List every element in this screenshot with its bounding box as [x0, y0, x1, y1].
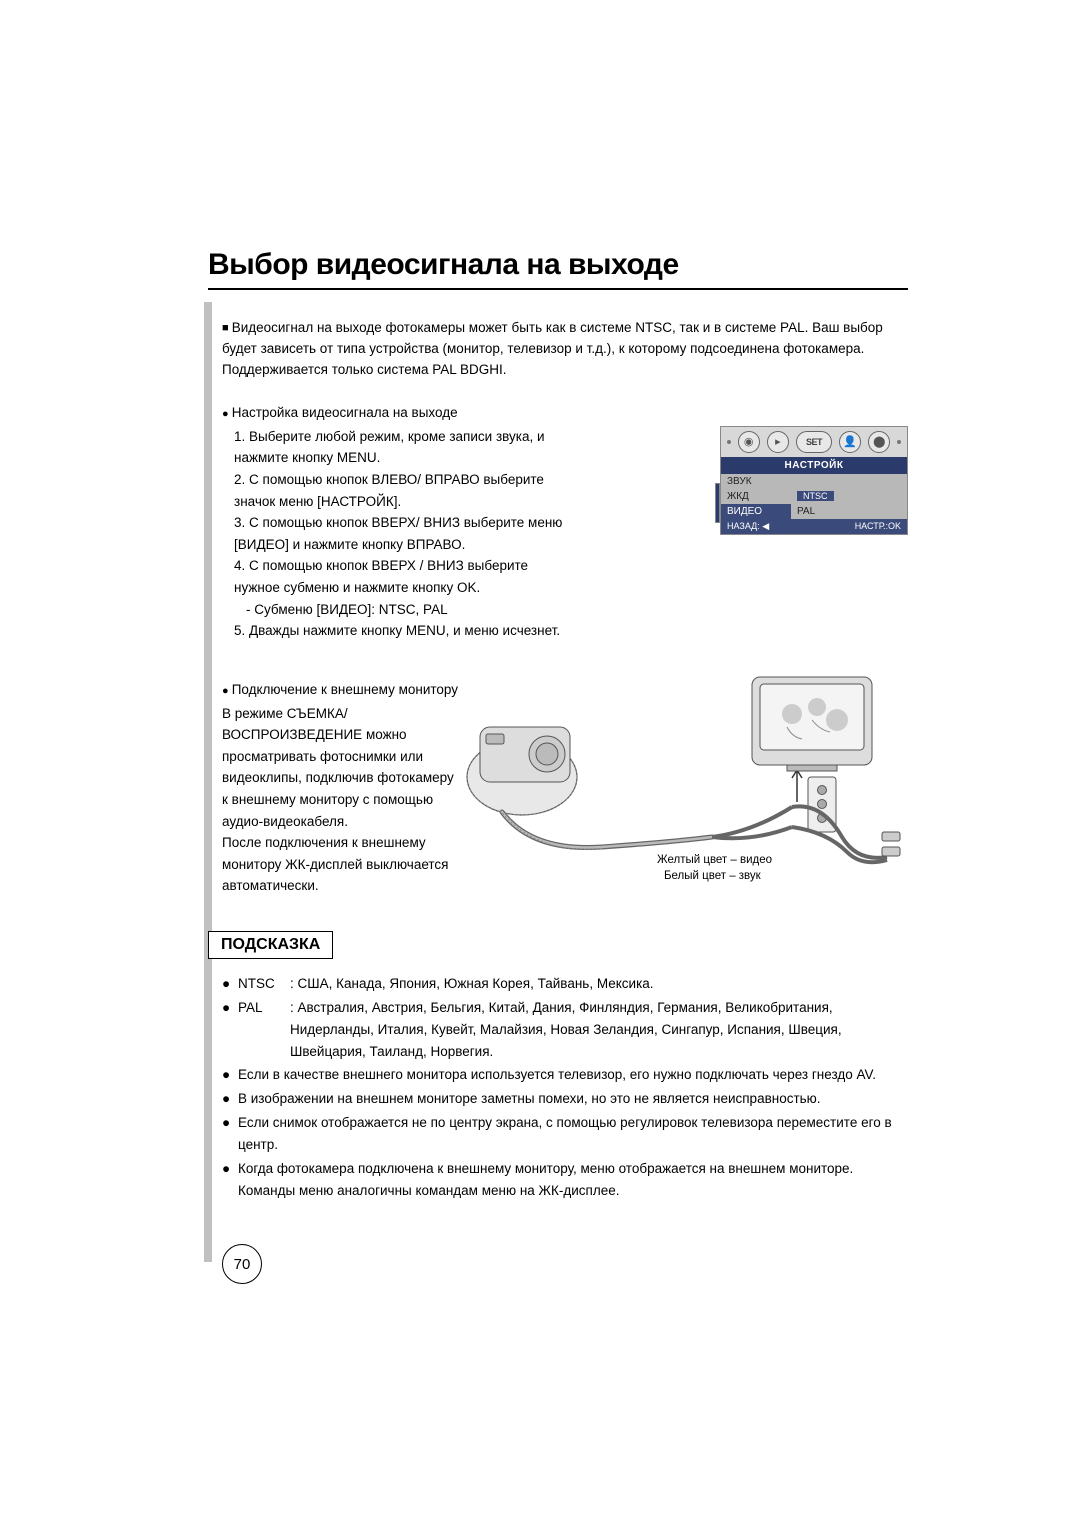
set-mode-icon: SET: [796, 431, 832, 453]
hint-list: ● NTSC : США, Канада, Япония, Южная Коре…: [222, 973, 908, 1202]
diagram-label-yellow: Желтый цвет – видео: [657, 852, 772, 868]
menu-header: НАСТРОЙК: [721, 457, 907, 474]
menu-row-sound: ЗВУК: [721, 474, 907, 489]
hint-pal-label: PAL: [238, 997, 290, 1063]
step-5: 5. Дважды нажмите кнопку MENU, и меню ис…: [234, 620, 574, 642]
title-wrap: Выбор видеосигнала на выходе: [208, 248, 908, 290]
connection-text: В режиме СЪЕМКА/ ВОСПРОИЗВЕДЕНИЕ можно п…: [222, 703, 462, 897]
connection-body2: После подключения к внешнему монитору ЖК…: [222, 835, 449, 893]
bullet-icon: ●: [222, 1158, 238, 1202]
menu-row-video: ВИДЕО PAL: [721, 504, 907, 519]
hint-text-4: В изображении на внешнем мониторе заметн…: [238, 1088, 908, 1110]
hint-ntsc-text: : США, Канада, Япония, Южная Корея, Тайв…: [290, 973, 908, 995]
menu-row-value: NTSC: [791, 489, 907, 504]
camera-menu-screenshot: ◉ ▸ SET 👤 ⬤ НАСТРОЙК ЗВУК ЖКД NTSC ВИДЕО…: [720, 426, 908, 535]
steps-block: 1. Выберите любой режим, кроме записи зв…: [208, 426, 908, 642]
hint-text-6: Когда фотокамера подключена к внешнему м…: [238, 1158, 908, 1202]
dot-icon: [897, 440, 901, 444]
hint-ntsc-label: NTSC: [238, 973, 290, 995]
bullet-icon: ●: [222, 1064, 238, 1086]
hint-row-6: ● Когда фотокамера подключена к внешнему…: [222, 1158, 908, 1202]
hint-row-3: ● Если в качестве внешнего монитора испо…: [222, 1064, 908, 1086]
step-2: 2. С помощью кнопок ВЛЕВО/ ВПРАВО выбери…: [234, 469, 574, 512]
hint-row-4: ● В изображении на внешнем мониторе заме…: [222, 1088, 908, 1110]
other-mode-icon: ⬤: [868, 431, 890, 453]
hint-pal-text: : Австралия, Австрия, Бельгия, Китай, Да…: [290, 997, 908, 1063]
play-mode-icon: ▸: [767, 431, 789, 453]
connection-diagram: Желтый цвет – видео Белый цвет – звук: [452, 672, 912, 892]
step-4-sub: - Субменю [ВИДЕО]: NTSC, PAL: [246, 599, 574, 621]
bullet-icon: ●: [222, 1112, 238, 1156]
hint-text-3: Если в качестве внешнего монитора исполь…: [238, 1064, 908, 1086]
dot-icon: [727, 440, 731, 444]
menu-footer-back: НАЗАД: ◀: [727, 521, 769, 532]
camera-mode-icon: ◉: [738, 431, 760, 453]
hint-section: ПОДСКАЗКА ● NTSC : США, Канада, Япония, …: [208, 931, 908, 1202]
connection-body: В режиме СЪЕМКА/ ВОСПРОИЗВЕДЕНИЕ можно п…: [222, 706, 454, 829]
step-3: 3. С помощью кнопок ВВЕРХ/ ВНИЗ выберите…: [234, 512, 574, 555]
page-number: 70: [222, 1244, 262, 1284]
mycam-mode-icon: 👤: [839, 431, 861, 453]
menu-row-value: [791, 474, 907, 489]
hint-text-5: Если снимок отображается не по центру эк…: [238, 1112, 908, 1156]
step-1: 1. Выберите любой режим, кроме записи зв…: [234, 426, 574, 469]
menu-footer: НАЗАД: ◀ НАСТР.:OK: [721, 519, 907, 534]
intro-paragraph: ■ Видеосигнал на выходе фотокамеры может…: [222, 318, 908, 381]
intro-text: Видеосигнал на выходе фотокамеры может б…: [222, 320, 883, 377]
steps-list: 1. Выберите любой режим, кроме записи зв…: [234, 426, 574, 642]
menu-row-label: ВИДЕО: [721, 504, 791, 519]
menu-row-lcd: ЖКД NTSC: [721, 489, 907, 504]
menu-row-label: ЗВУК: [721, 474, 791, 489]
menu-row-label: ЖКД: [721, 489, 791, 504]
step-4: 4. С помощью кнопок ВВЕРХ / ВНИЗ выберит…: [234, 555, 574, 598]
scroll-indicator: [715, 483, 720, 523]
connection-block: Подключение к внешнему монитору В режиме…: [222, 682, 908, 897]
menu-footer-ok: НАСТР.:OK: [855, 521, 901, 532]
hint-row-ntsc: ● NTSC : США, Канада, Япония, Южная Коре…: [222, 973, 908, 995]
page-content: Выбор видеосигнала на выходе ■ Видеосигн…: [208, 248, 908, 1204]
page-title: Выбор видеосигнала на выходе: [208, 248, 908, 282]
hint-row-5: ● Если снимок отображается не по центру …: [222, 1112, 908, 1156]
setup-heading: Настройка видеосигнала на выходе: [222, 405, 908, 420]
diagram-label-white: Белый цвет – звук: [664, 868, 761, 884]
menu-row-value: PAL: [791, 504, 907, 519]
hint-row-pal: ● PAL : Австралия, Австрия, Бельгия, Кит…: [222, 997, 908, 1063]
square-bullet-icon: ■: [222, 322, 232, 334]
bullet-icon: ●: [222, 973, 238, 995]
menu-top-icons: ◉ ▸ SET 👤 ⬤: [721, 427, 907, 457]
hint-title: ПОДСКАЗКА: [208, 931, 333, 959]
ntsc-badge: NTSC: [797, 491, 834, 501]
bullet-icon: ●: [222, 1088, 238, 1110]
bullet-icon: ●: [222, 997, 238, 1063]
